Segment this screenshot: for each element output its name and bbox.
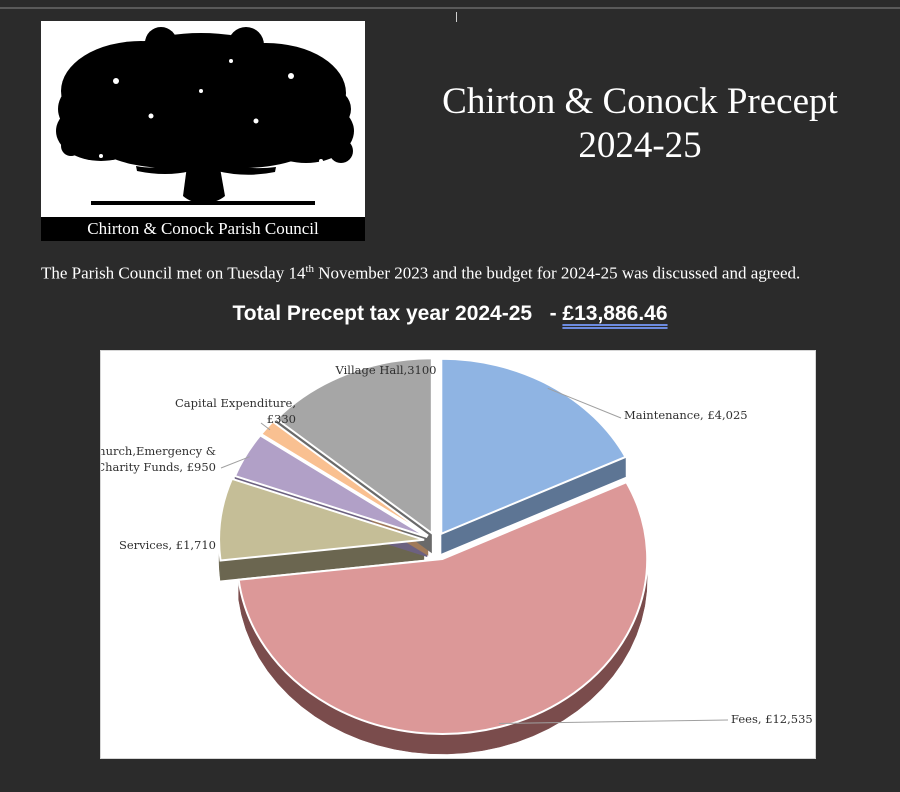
- label-line: £330: [267, 412, 296, 426]
- intro-superscript: th: [305, 263, 315, 275]
- label-line: Village Hall,3100: [335, 363, 437, 377]
- logo-caption: Chirton & Conock Parish Council: [41, 217, 365, 241]
- slice-village-hall: [274, 357, 433, 536]
- page-title: Chirton & Conock Precept 2024-25: [390, 80, 890, 168]
- window-top-rule: [0, 7, 900, 9]
- slice-fees: [237, 480, 649, 736]
- total-label: Total Precept tax year 2024-25 -: [232, 302, 563, 325]
- text-cursor: [456, 12, 457, 22]
- leader-line-capital-expenditure: [260, 422, 271, 431]
- slice-wall-maintenance-1: [441, 456, 626, 554]
- label-line: Capital Expenditure,: [175, 396, 296, 410]
- title-line-1: Chirton & Conock Precept: [442, 81, 838, 122]
- label-line: Maintenance, £4,025: [624, 408, 748, 422]
- title-line-2: 2024-25: [578, 125, 702, 166]
- label-church-emergency-charity-funds: Church,Emergency & Charity Funds, £950: [101, 444, 216, 474]
- leader-line-church-emergency-charity-funds: [220, 456, 250, 469]
- label-line: Services, £1,710: [119, 538, 216, 552]
- intro-paragraph: The Parish Council met on Tuesday 14th N…: [41, 263, 891, 284]
- leader-line-fees: [498, 719, 729, 725]
- label-line: Charity Funds, £950: [101, 460, 216, 474]
- slice-labels: Maintenance, £4,025 Fees, £12,535 Services…: [101, 363, 813, 726]
- label-capital-expenditure: Capital Expenditure, £330: [175, 396, 296, 426]
- parish-logo: Chirton & Conock Parish Council: [41, 21, 365, 241]
- slice-maintenance: [440, 357, 627, 536]
- slice-tops: [218, 357, 649, 736]
- label-maintenance: Maintenance, £4,025: [624, 408, 748, 422]
- total-precept: Total Precept tax year 2024-25 - £13,886…: [0, 302, 900, 326]
- chart-panel: Maintenance, £4,025 Fees, £12,535 Services…: [100, 350, 816, 759]
- label-services: Services, £1,710: [119, 538, 216, 552]
- intro-text-end: November 2023 and the budget for 2024-25…: [314, 263, 801, 283]
- slice-wall-services-0: [220, 539, 425, 581]
- label-line: Church,Emergency &: [101, 444, 216, 458]
- label-line: Fees, £12,535: [731, 712, 813, 726]
- slice-church-emergency-charity-funds: [233, 434, 428, 538]
- slice-services: [218, 477, 425, 562]
- intro-text-start: The Parish Council met on Tuesday 14: [41, 263, 306, 283]
- oak-tree-icon: [56, 27, 354, 205]
- label-fees: Fees, £12,535: [731, 712, 813, 726]
- leader-line-maintenance: [547, 387, 622, 419]
- precept-pie-chart: Maintenance, £4,025 Fees, £12,535 Services…: [101, 357, 813, 755]
- total-amount: £13,886.46: [562, 302, 668, 325]
- label-village-hall: Village Hall,3100: [335, 363, 437, 377]
